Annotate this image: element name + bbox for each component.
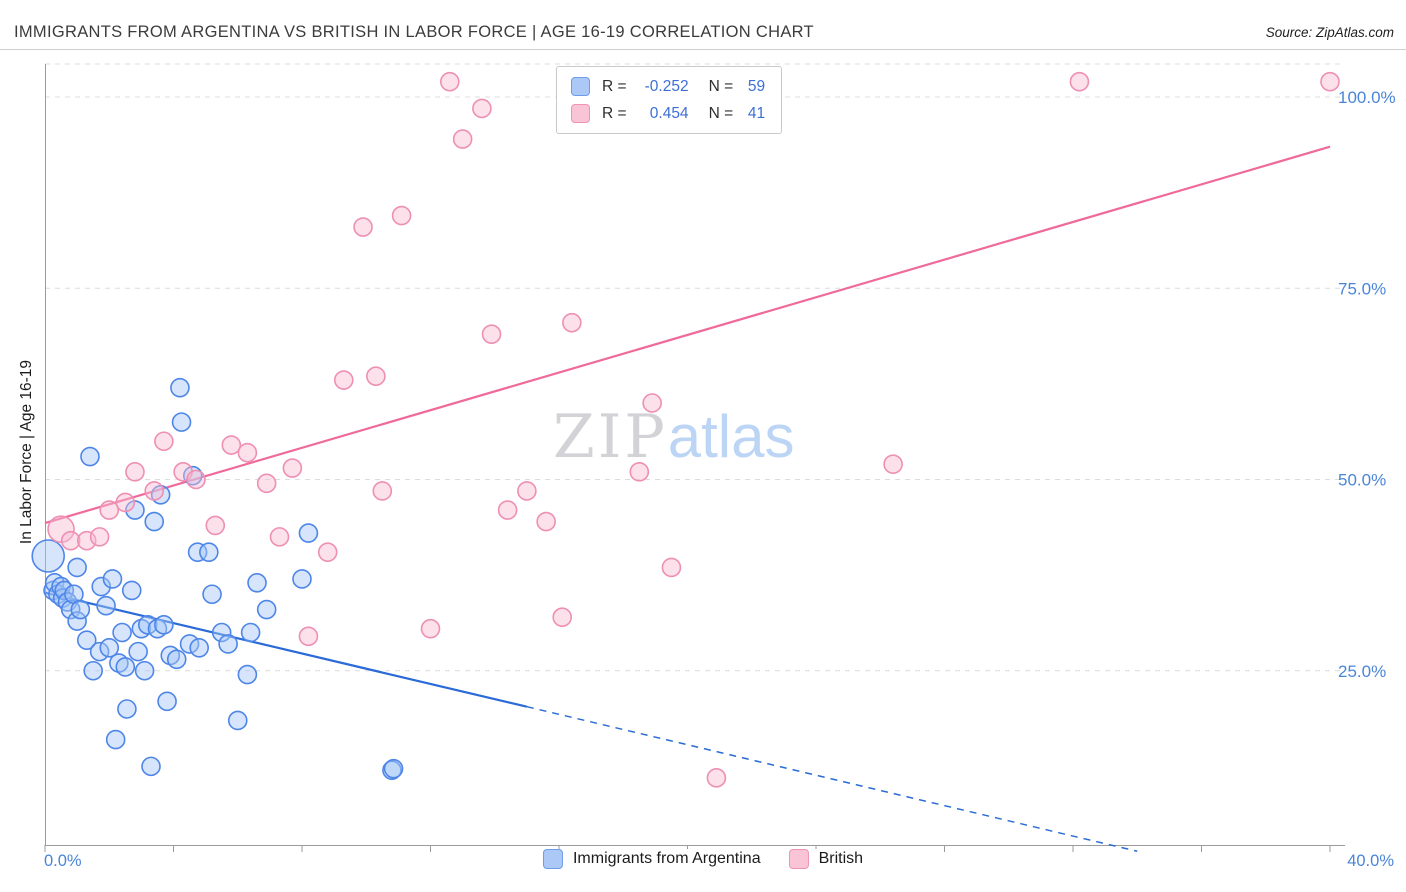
legend-item-british: British — [788, 849, 864, 869]
watermark-zip: ZIP — [553, 402, 668, 472]
y-tick-label: 50.0% — [1338, 471, 1386, 490]
x-axis-min-label: 0.0% — [44, 852, 82, 870]
legend-label-british: British — [818, 850, 864, 867]
british-swatch-icon — [788, 849, 809, 869]
n-label: N = — [708, 77, 734, 95]
legend-item-argentina: Immigrants from Argentina — [542, 849, 761, 869]
r-value-argentina: -0.252 — [644, 77, 689, 95]
watermark-atlas: atlas — [667, 403, 795, 470]
zipatlas-watermark: ZIPatlas — [553, 407, 795, 468]
n-label: N = — [708, 104, 734, 122]
x-axis-max-label: 40.0% — [1347, 852, 1394, 870]
argentina-swatch-icon — [542, 849, 563, 869]
n-value-argentina: 59 — [747, 77, 766, 95]
british-swatch-icon — [571, 104, 590, 123]
y-tick-label: 25.0% — [1338, 662, 1386, 681]
r-label: R = — [602, 104, 627, 122]
legend-label-argentina: Immigrants from Argentina — [572, 850, 761, 867]
series-legend: Immigrants from Argentina British — [542, 849, 864, 869]
r-value-british: 0.454 — [649, 104, 689, 122]
n-value-british: 41 — [747, 104, 766, 122]
y-tick-label: 100.0% — [1338, 88, 1396, 107]
source-attribution: Source: ZipAtlas.com — [1265, 25, 1394, 40]
legend-row-british: R = 0.454 N = 41 — [571, 104, 765, 123]
argentina-swatch-icon — [571, 77, 590, 96]
y-axis-label: In Labor Force | Age 16-19 — [18, 359, 35, 545]
page-title: IMMIGRANTS FROM ARGENTINA VS BRITISH IN … — [14, 23, 814, 41]
correlation-legend-box: R = -0.252 N = 59 R = 0.454 N = 41 — [556, 66, 783, 134]
legend-row-argentina: R = -0.252 N = 59 — [571, 77, 765, 96]
r-label: R = — [602, 77, 627, 95]
chart-header: IMMIGRANTS FROM ARGENTINA VS BRITISH IN … — [0, 0, 1406, 50]
y-tick-label: 75.0% — [1338, 279, 1386, 298]
